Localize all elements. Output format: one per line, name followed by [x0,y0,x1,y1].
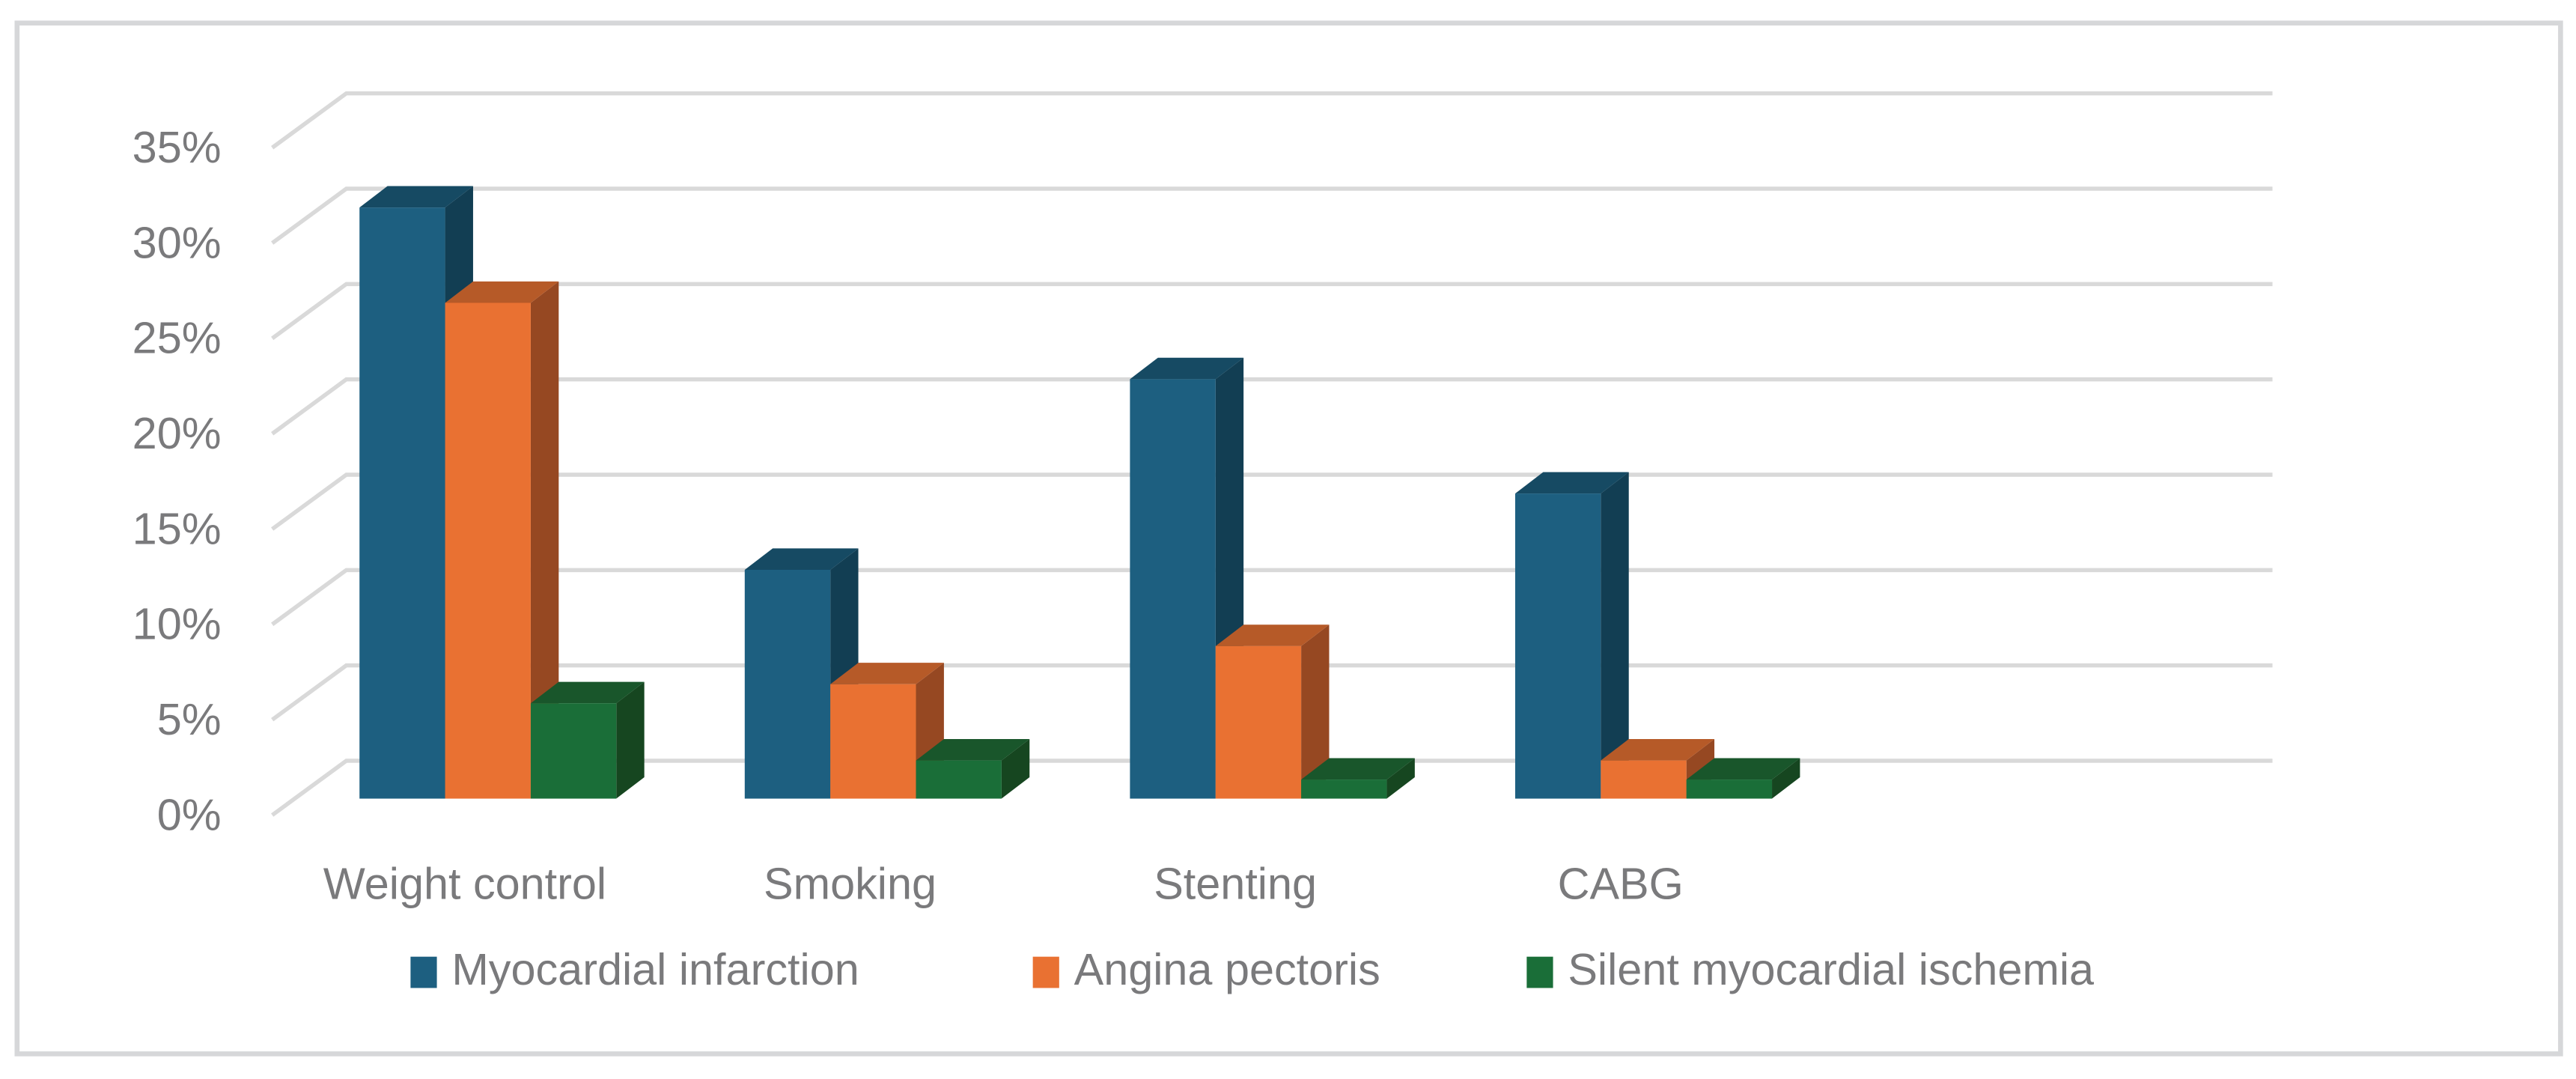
bar-top-face [1686,758,1800,780]
bar-side-face [1386,758,1415,799]
legend-item: Myocardial infarction [410,944,859,994]
y-tick-label: 10% [133,599,222,649]
y-tick-label: 30% [133,217,222,267]
bar-top-face [1130,357,1244,380]
legend-swatch-icon [1526,956,1553,988]
bar [530,703,617,799]
bar-top-face [916,739,1030,761]
bar [1686,779,1773,799]
y-tick-label: 20% [133,408,222,458]
bar-group [1130,357,1415,799]
y-tick-label: 0% [157,789,222,839]
x-category-label: CABG [1558,859,1684,909]
bar-top-face [1514,472,1629,494]
gridline [271,282,2273,341]
legend-item: Silent myocardial ischemia [1526,944,2095,994]
legend-label: Silent myocardial ischemia [1568,944,2095,994]
y-tick-label: 35% [133,122,222,172]
bar-side-face [1001,739,1030,799]
bar [445,303,531,799]
x-category-label: Weight control [323,859,606,909]
bar-top-face [530,681,645,704]
bar-side-face [1301,624,1330,799]
x-category-label: Stenting [1154,859,1317,909]
x-axis-category-labels: Weight control Smoking Stenting CABG [323,859,1684,909]
bar-side-face [616,681,645,799]
gridline [271,91,2273,150]
legend-label: Myocardial infarction [451,944,859,994]
y-tick-label: 25% [133,313,222,363]
bar [1130,379,1216,799]
y-tick-label: 5% [157,694,222,744]
bar-top-face [830,663,944,684]
legend-label: Angina pectoris [1074,944,1380,994]
bar [744,569,831,799]
gridline [271,377,2273,436]
bar-top-face [1215,624,1330,646]
bar [1514,493,1601,799]
bar-top-face [744,548,859,570]
bar-group [744,548,1030,799]
gridline [271,568,2273,627]
bar-top-face [1601,739,1715,761]
bar [916,760,1002,799]
legend-swatch-icon [410,956,437,988]
bar-top-face [1301,758,1415,780]
bar-group [359,186,645,799]
legend: Myocardial infarction Angina pectoris Sile… [410,944,2095,994]
bars [359,186,1800,799]
bar [359,207,445,799]
gridline [271,472,2273,531]
bar [1301,779,1387,799]
y-tick-label: 15% [133,503,222,553]
bar [830,684,916,799]
bar-side-face [1772,758,1800,799]
bar-group [1514,472,1800,799]
bar-top-face [445,281,559,303]
bar-top-face [359,186,473,208]
bar-side-face [1601,472,1629,799]
y-axis-tick-labels: 0% 5% 10% 15% 20% 25% 30% 35% [133,122,222,839]
bar-side-face [530,281,559,799]
gridline [271,663,2273,722]
x-category-label: Smoking [764,859,937,909]
gridline [271,186,2273,245]
bar [1215,645,1302,799]
legend-swatch-icon [1032,956,1059,988]
bar [1601,760,1687,799]
legend-item: Angina pectoris [1032,944,1380,994]
